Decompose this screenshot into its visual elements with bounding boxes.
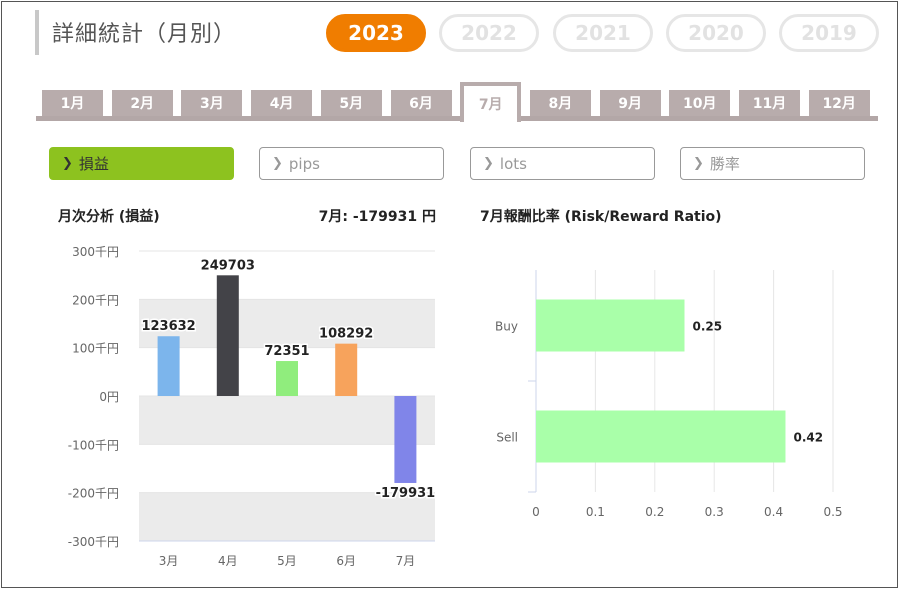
chevron-right-icon: ❯	[483, 156, 494, 171]
x-tick-label: 0	[532, 505, 540, 519]
metric-button-0[interactable]: ❯ 損益	[49, 147, 234, 180]
y-tick-label: 200千円	[72, 293, 119, 307]
plot-band	[139, 492, 435, 541]
x-tick-label: 0.4	[764, 505, 783, 519]
chevron-right-icon: ❯	[693, 156, 704, 171]
y-tick-label: 300千円	[72, 245, 119, 259]
metric-label: 損益	[78, 155, 109, 173]
metric-button-3[interactable]: ❯ 勝率	[680, 147, 865, 180]
tab-month-7[interactable]: 7月	[460, 82, 522, 122]
bar-3月[interactable]	[157, 336, 180, 396]
y-tick-label: 0円	[99, 390, 119, 404]
title-accent-bar	[35, 10, 39, 55]
metric-button-2[interactable]: ❯ lots	[470, 147, 655, 180]
chevron-right-icon: ❯	[62, 156, 73, 171]
chevron-right-icon: ❯	[272, 156, 283, 171]
bar-4月[interactable]	[216, 275, 239, 396]
y-tick-label: -200千円	[68, 487, 119, 501]
year-pill-2021[interactable]: 2021	[553, 14, 653, 52]
y-tick-label: Sell	[496, 431, 518, 445]
year-pill-2019[interactable]: 2019	[779, 14, 879, 52]
bar-buy[interactable]	[536, 299, 685, 352]
data-label: 249703	[201, 258, 255, 273]
x-tick-label: 0.2	[645, 505, 664, 519]
y-tick-label: -100千円	[68, 438, 119, 452]
x-tick-label: 0.3	[705, 505, 724, 519]
x-tick-label: 6月	[336, 554, 356, 568]
page-title: 詳細統計（月別）	[52, 22, 237, 47]
x-tick-label: 0.1	[586, 505, 605, 519]
metric-label: 勝率	[709, 155, 740, 173]
tab-month-12[interactable]: 12月	[808, 90, 870, 116]
bar-6月[interactable]	[335, 343, 358, 396]
year-pill-2023[interactable]: 2023	[326, 14, 426, 52]
tab-month-4[interactable]: 4月	[251, 90, 313, 116]
ratio-title: 7月報酬比率 (Risk/Reward Ratio)	[480, 209, 722, 225]
data-label: 72351	[264, 344, 309, 359]
tab-month-6[interactable]: 6月	[390, 90, 452, 116]
bar-5月[interactable]	[276, 361, 298, 396]
tab-month-2[interactable]: 2月	[111, 90, 173, 116]
metric-label: pips	[288, 154, 320, 173]
month-total-value: -179931 円	[352, 209, 436, 225]
month-total: 7月: -179931 円	[319, 206, 436, 226]
x-tick-label: 4月	[218, 554, 238, 568]
month-tabs-baseline	[36, 116, 878, 121]
monthly-analysis-title: 月次分析 (損益)	[58, 209, 160, 225]
y-tick-label: Buy	[495, 320, 518, 334]
data-label: 0.25	[693, 320, 723, 334]
data-label: 108292	[319, 327, 373, 342]
monthly-pnl-chart: 300千円 200千円 100千円 0円 -100千円 -200千円 -300千円 12363…	[68, 245, 437, 568]
x-tick-label: 5月	[277, 554, 297, 568]
metric-label: lots	[499, 154, 527, 173]
y-tick-label: 100千円	[72, 342, 119, 356]
metric-button-1[interactable]: ❯ pips	[259, 147, 444, 180]
data-label: 0.42	[793, 431, 823, 445]
tab-month-11[interactable]: 11月	[739, 90, 800, 116]
year-pill-2022[interactable]: 2022	[439, 14, 539, 52]
tab-month-1[interactable]: 1月	[42, 90, 103, 116]
plot-band	[139, 299, 435, 348]
tab-month-9[interactable]: 9月	[599, 90, 661, 116]
bar-sell[interactable]	[536, 410, 786, 463]
tab-month-5[interactable]: 5月	[320, 90, 382, 116]
month-total-label: 7月:	[318, 209, 348, 225]
data-label: -179931	[376, 486, 436, 501]
bar-7月[interactable]	[394, 396, 417, 483]
plot-band	[139, 396, 435, 445]
x-tick-label: 7月	[396, 554, 416, 568]
x-tick-label: 3月	[159, 554, 179, 568]
y-tick-label: -300千円	[68, 535, 119, 549]
data-label: 123632	[141, 319, 195, 334]
tab-month-3[interactable]: 3月	[181, 90, 243, 116]
tab-month-8[interactable]: 8月	[529, 90, 591, 116]
risk-reward-chart: 0 0.1 0.2 0.3 0.4 0.5 0.25 Buy 0.42 Sell	[495, 270, 843, 519]
x-tick-label: 0.5	[823, 505, 842, 519]
tab-month-10[interactable]: 10月	[669, 90, 731, 116]
year-pill-2020[interactable]: 2020	[666, 14, 766, 52]
